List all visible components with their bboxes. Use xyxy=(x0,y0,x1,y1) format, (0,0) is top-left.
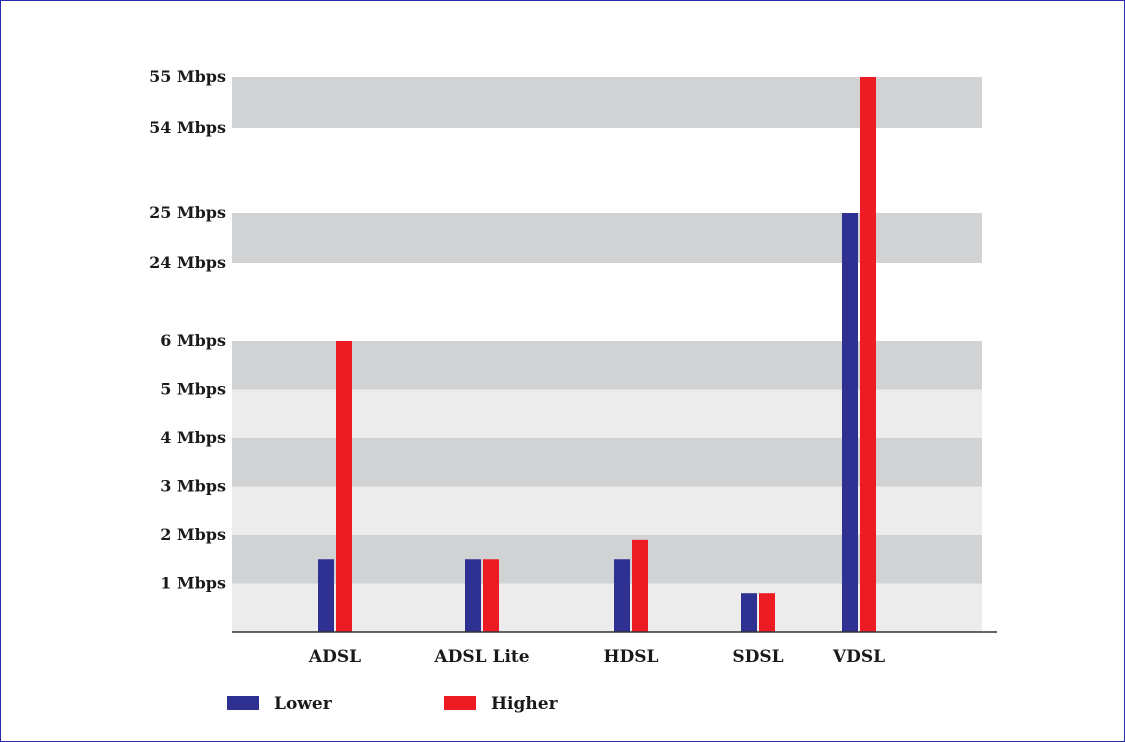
legend-label-lower: Lower xyxy=(274,694,333,714)
bar-lower-adsl-lite xyxy=(465,559,481,632)
bar-lower-hdsl xyxy=(614,559,630,632)
y-tick-label: 5 Mbps xyxy=(160,380,226,399)
bar-higher-vdsl xyxy=(860,77,876,632)
x-category-label: VDSL xyxy=(832,647,885,667)
x-category-label: SDSL xyxy=(732,647,783,667)
bar-higher-hdsl xyxy=(632,539,648,632)
bar-higher-adsl xyxy=(336,341,352,632)
y-axis-tick-labels: 1 Mbps 2 Mbps 3 Mbps 4 Mbps 5 Mbps 6 Mbps 24 M… xyxy=(149,67,226,593)
x-category-label: ADSL Lite xyxy=(433,647,529,667)
bars xyxy=(318,77,876,632)
x-category-label: HDSL xyxy=(603,647,658,667)
y-tick-label: 6 Mbps xyxy=(160,331,226,350)
grid-band xyxy=(232,77,982,128)
y-tick-label: 24 Mbps xyxy=(149,253,226,272)
y-tick-label: 54 Mbps xyxy=(149,118,226,137)
bar-lower-vdsl xyxy=(842,213,858,632)
x-category-label: ADSL xyxy=(308,647,361,667)
bar-higher-sdsl xyxy=(759,593,775,632)
y-tick-label: 4 Mbps xyxy=(160,428,226,447)
y-tick-label: 1 Mbps xyxy=(160,574,226,593)
bar-higher-adsl-lite xyxy=(483,559,499,632)
y-tick-label: 25 Mbps xyxy=(149,203,226,222)
legend: Lower Higher xyxy=(227,694,559,714)
y-tick-label: 3 Mbps xyxy=(160,477,226,496)
y-tick-label: 2 Mbps xyxy=(160,525,226,544)
legend-swatch-lower xyxy=(227,696,259,710)
legend-swatch-higher xyxy=(444,696,476,710)
y-tick-label: 55 Mbps xyxy=(149,67,226,86)
bar-lower-sdsl xyxy=(741,593,757,632)
x-axis-category-labels: ADSL ADSL Lite HDSL SDSL VDSL xyxy=(308,647,885,667)
legend-label-higher: Higher xyxy=(491,694,559,714)
bar-lower-adsl xyxy=(318,559,334,632)
